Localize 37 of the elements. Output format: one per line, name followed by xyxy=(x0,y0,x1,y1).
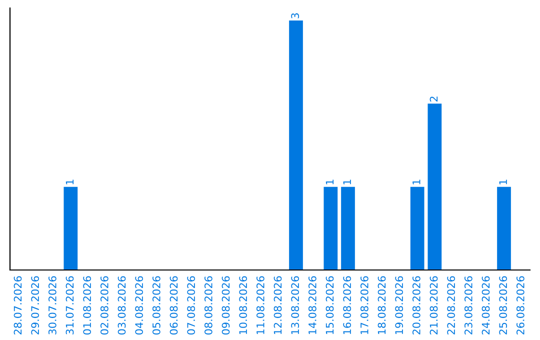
x-tick-label: 24.08.2026 xyxy=(482,276,490,334)
x-tick-label: 09.08.2026 xyxy=(222,276,230,335)
x-tick-label: 10.08.2026 xyxy=(239,276,248,334)
x-tick-label: 25.08.2026 xyxy=(499,276,508,334)
x-tick-label: 17.08.2026 xyxy=(360,276,368,334)
x-tick-label: 11.08.2026 xyxy=(256,276,264,334)
x-tick-label: 21.08.2026 xyxy=(430,276,438,334)
x-tick-label: 26.08.2026 xyxy=(516,276,524,334)
x-tick-label: 08.08.2026 xyxy=(204,276,212,335)
data-label: 1 xyxy=(326,180,334,184)
x-tick-label: 29.07.2026 xyxy=(31,276,40,334)
x-tick-label: 05.08.2026 xyxy=(152,276,160,335)
x-tick-label: 28.07.2026 xyxy=(14,276,22,334)
data-label: 1 xyxy=(343,180,351,184)
x-tick-label: 06.08.2026 xyxy=(170,276,178,335)
data-label: 1 xyxy=(499,180,507,184)
x-tick-label: 30.07.2026 xyxy=(48,276,56,334)
x-tick-label: 16.08.2026 xyxy=(343,276,352,334)
data-label: 3 xyxy=(291,13,300,18)
x-tick-label: 23.08.2026 xyxy=(464,276,472,334)
x-tick-label: 02.08.2026 xyxy=(100,276,108,335)
x-tick-label: 04.08.2026 xyxy=(135,276,144,335)
x-tick-label: 31.07.2026 xyxy=(66,276,74,334)
x-tick-label: 01.08.2026 xyxy=(83,276,92,335)
x-tick-label: 20.08.2026 xyxy=(412,276,420,334)
x-tick-label: 14.08.2026 xyxy=(308,276,316,334)
x-tick-label: 13.08.2026 xyxy=(291,276,300,334)
data-label: 1 xyxy=(66,180,74,184)
x-tick-label: 18.08.2026 xyxy=(378,276,386,334)
x-tick-label: 03.08.2026 xyxy=(118,276,126,335)
data-label: 1 xyxy=(412,180,420,184)
x-tick-label: 19.08.2026 xyxy=(395,276,404,334)
x-tick-label: 22.08.2026 xyxy=(447,276,456,334)
x-tick-label: 15.08.2026 xyxy=(326,276,334,334)
x-tick-label: 12.08.2026 xyxy=(274,276,282,334)
data-label: 2 xyxy=(430,96,438,102)
x-tick-label: 07.08.2026 xyxy=(187,276,196,335)
